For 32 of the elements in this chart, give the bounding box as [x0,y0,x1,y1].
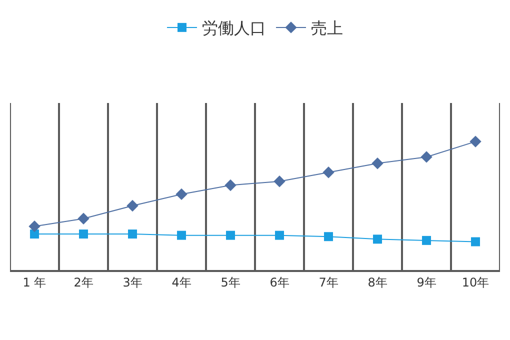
x-tick-label: 8年 [368,275,388,290]
x-tick-label: 1 年 [22,275,46,290]
x-tick-label: 5年 [220,275,240,290]
point [420,151,432,163]
x-tick-label: 6年 [270,275,290,290]
point [372,158,384,170]
point [422,236,431,245]
point [471,237,480,246]
x-tick-label: 10年 [462,275,490,290]
point [177,230,186,240]
x-tick-label: 4年 [172,275,192,290]
point [30,230,39,239]
point [470,136,482,148]
point [226,230,235,240]
x-tick-label: 7年 [318,275,338,290]
x-tick-label: 2年 [74,275,94,290]
point [78,212,90,224]
point [373,234,382,244]
point [79,230,88,239]
legend-label: 売上 [311,18,343,38]
x-tick-label: 9年 [416,275,436,290]
point [126,200,138,212]
point [324,232,333,242]
point [322,166,334,178]
point [224,179,236,192]
legend-label: 労働人口 [202,18,266,38]
x-tick-label: 3年 [122,275,142,290]
point [128,230,137,239]
point [28,220,40,232]
point [275,230,284,240]
point [176,188,188,200]
point [274,176,286,188]
